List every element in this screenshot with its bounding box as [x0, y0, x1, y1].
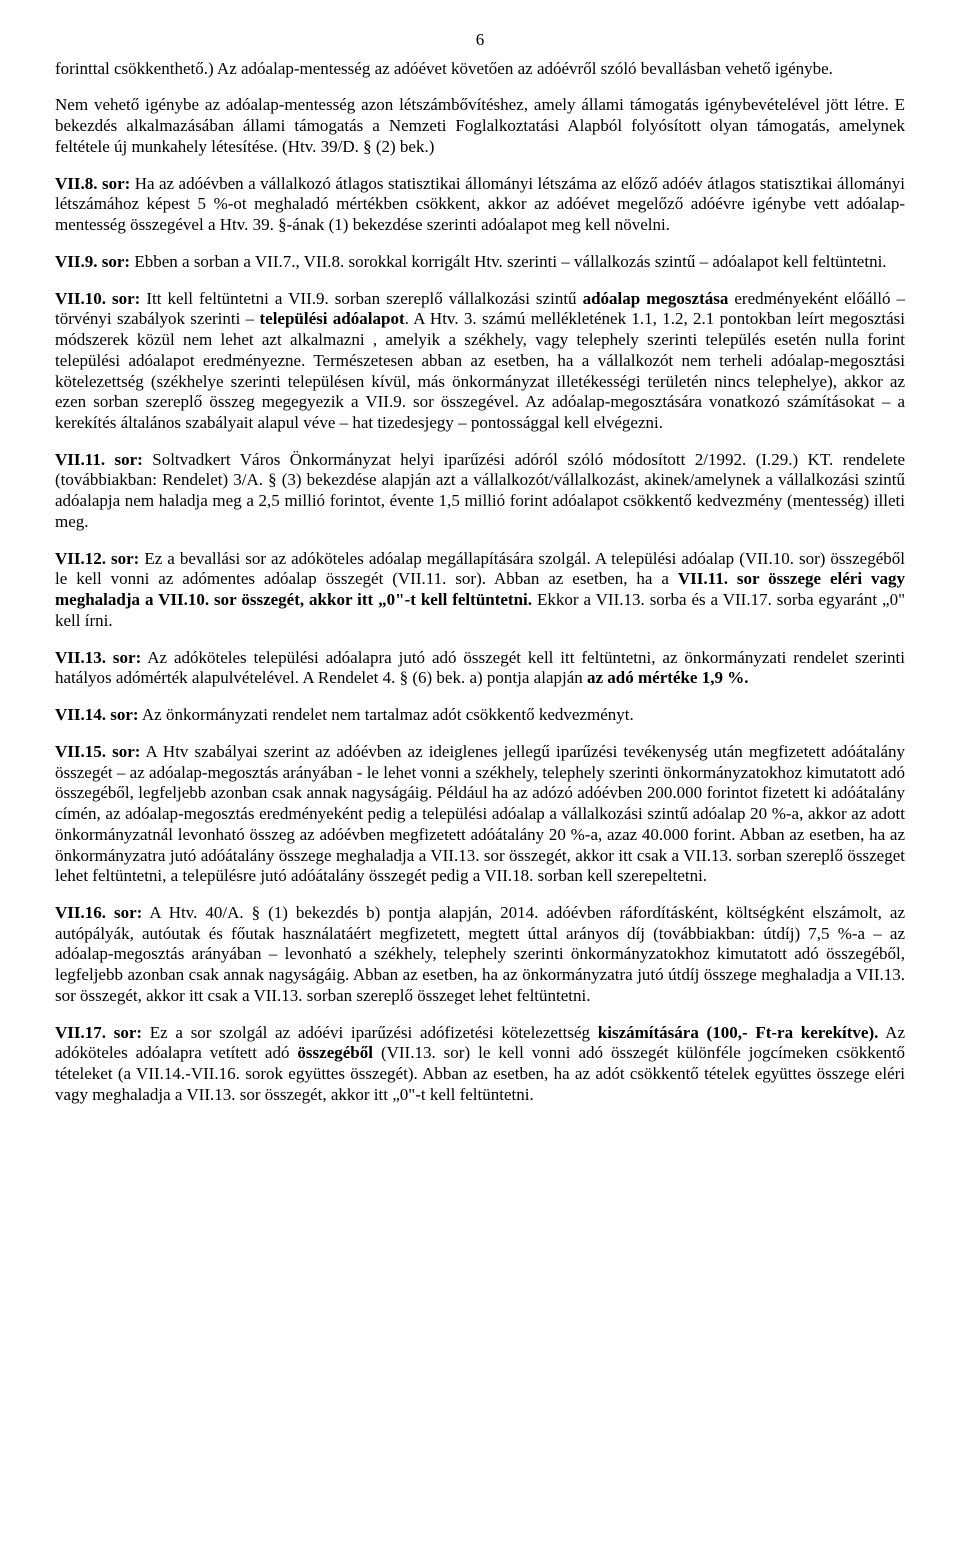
paragraph: VII.12. sor: Ez a bevallási sor az adókö…: [55, 549, 905, 632]
paragraph: VII.16. sor: A Htv. 40/A. § (1) bekezdés…: [55, 903, 905, 1007]
paragraph: VII.17. sor: Ez a sor szolgál az adóévi …: [55, 1023, 905, 1106]
paragraph: VII.8. sor: Ha az adóévben a vállalkozó …: [55, 174, 905, 236]
paragraph: VII.11. sor: Soltvadkert Város Önkormány…: [55, 450, 905, 533]
paragraph: VII.13. sor: Az adóköteles települési ad…: [55, 648, 905, 689]
paragraph: forinttal csökkenthető.) Az adóalap-ment…: [55, 59, 905, 80]
paragraph: VII.10. sor: Itt kell feltüntetni a VII.…: [55, 289, 905, 434]
paragraph: VII.15. sor: A Htv szabályai szerint az …: [55, 742, 905, 887]
document-page: 6 forinttal csökkenthető.) Az adóalap-me…: [0, 0, 960, 1543]
paragraph: VII.14. sor: Az önkormányzati rendelet n…: [55, 705, 905, 726]
paragraph: VII.9. sor: Ebben a sorban a VII.7., VII…: [55, 252, 905, 273]
page-number: 6: [55, 30, 905, 51]
paragraph: Nem vehető igénybe az adóalap-mentesség …: [55, 95, 905, 157]
